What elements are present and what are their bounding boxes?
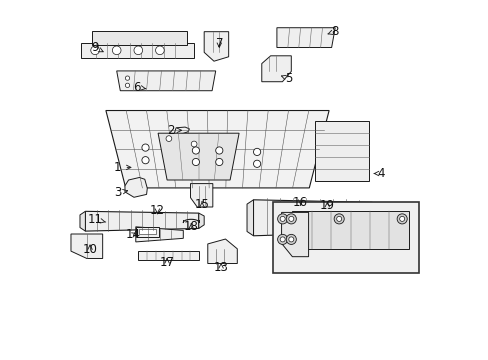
Text: 6: 6 <box>132 81 145 94</box>
Text: 18: 18 <box>183 220 198 233</box>
Polygon shape <box>292 211 408 249</box>
Circle shape <box>215 147 223 154</box>
Polygon shape <box>253 200 371 236</box>
Polygon shape <box>125 177 147 197</box>
Polygon shape <box>207 239 237 264</box>
Polygon shape <box>276 28 335 48</box>
Polygon shape <box>261 56 291 82</box>
Polygon shape <box>138 251 199 260</box>
Polygon shape <box>246 200 253 236</box>
Circle shape <box>192 147 199 154</box>
Circle shape <box>333 214 344 224</box>
Text: 4: 4 <box>373 167 384 180</box>
Polygon shape <box>199 213 204 229</box>
Polygon shape <box>117 71 215 91</box>
Circle shape <box>288 237 293 242</box>
Circle shape <box>285 214 296 224</box>
Text: 2: 2 <box>166 124 181 137</box>
Circle shape <box>112 46 121 55</box>
Text: 10: 10 <box>82 243 97 256</box>
Text: 9: 9 <box>92 41 103 54</box>
Circle shape <box>142 157 149 164</box>
Text: 11: 11 <box>88 213 105 226</box>
Circle shape <box>155 46 164 55</box>
Circle shape <box>399 216 404 221</box>
Polygon shape <box>136 227 183 242</box>
Polygon shape <box>81 43 194 58</box>
Circle shape <box>125 83 129 87</box>
Text: 17: 17 <box>159 256 174 269</box>
Polygon shape <box>91 31 186 45</box>
Polygon shape <box>174 127 189 134</box>
Text: 13: 13 <box>213 261 228 274</box>
Text: 16: 16 <box>293 196 307 209</box>
Circle shape <box>277 214 287 224</box>
Circle shape <box>192 158 199 166</box>
Circle shape <box>253 160 260 167</box>
Polygon shape <box>106 111 328 188</box>
Text: 1: 1 <box>114 161 131 174</box>
Polygon shape <box>136 227 159 237</box>
Text: 12: 12 <box>150 204 164 217</box>
Text: 14: 14 <box>125 228 140 241</box>
Text: 15: 15 <box>194 198 209 211</box>
Polygon shape <box>190 184 212 207</box>
Bar <box>139 229 156 234</box>
Circle shape <box>288 216 293 221</box>
Circle shape <box>142 144 149 151</box>
Polygon shape <box>281 212 308 257</box>
Text: 8: 8 <box>327 25 338 38</box>
Circle shape <box>277 234 287 244</box>
Circle shape <box>280 216 285 221</box>
Bar <box>272 202 419 273</box>
Polygon shape <box>314 121 368 181</box>
Polygon shape <box>158 133 239 180</box>
Circle shape <box>285 234 296 244</box>
Circle shape <box>215 158 223 166</box>
Polygon shape <box>85 211 199 231</box>
Text: 5: 5 <box>281 72 291 85</box>
Text: 7: 7 <box>215 37 223 50</box>
Circle shape <box>396 214 407 224</box>
Circle shape <box>166 136 171 141</box>
Text: 19: 19 <box>319 199 334 212</box>
Circle shape <box>91 46 99 55</box>
Circle shape <box>134 46 142 55</box>
Text: 3: 3 <box>114 186 127 199</box>
Polygon shape <box>80 211 85 231</box>
Circle shape <box>191 141 197 147</box>
Circle shape <box>253 148 260 156</box>
Circle shape <box>125 76 129 80</box>
Polygon shape <box>204 32 228 61</box>
Circle shape <box>336 216 341 221</box>
Polygon shape <box>71 234 102 258</box>
Circle shape <box>280 237 285 242</box>
